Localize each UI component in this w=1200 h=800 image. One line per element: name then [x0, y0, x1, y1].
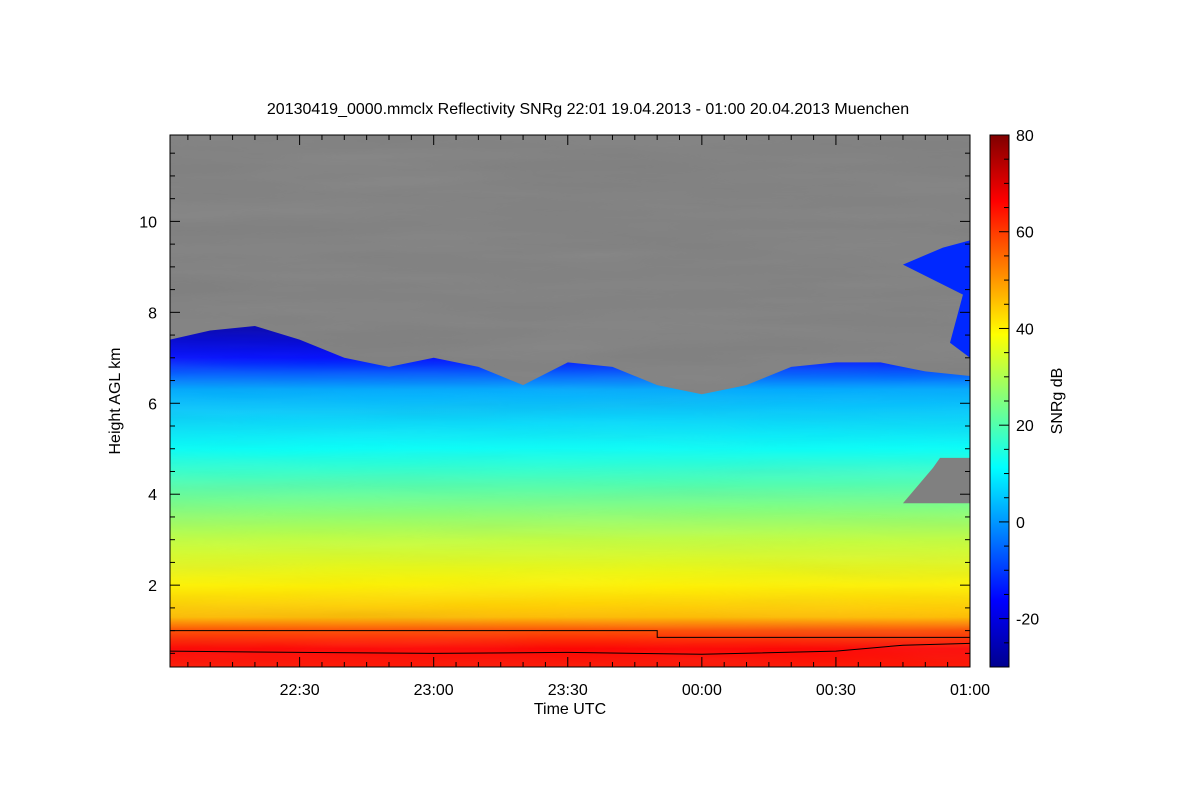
overlay-line-noisy: [170, 642, 970, 655]
overlay-line-step: [170, 630, 970, 638]
x-tick-label: 00:30: [816, 682, 856, 699]
x-tick-label: 22:30: [280, 682, 320, 699]
cb-tick-label: 0: [1016, 515, 1025, 532]
x-tick-label: 23:00: [414, 682, 454, 699]
cb-tick-label: 20: [1016, 418, 1034, 435]
overlay-lines: [170, 630, 970, 655]
cb-tick-label: 60: [1016, 225, 1034, 242]
y-tick-label: 8: [148, 305, 157, 322]
colorbar-label: SNRg dB: [1049, 368, 1066, 435]
y-axis: 2 4 6 8 10: [139, 152, 970, 654]
x-tick-label: 00:00: [682, 682, 722, 699]
y-tick-label: 4: [148, 487, 157, 504]
upper-cloud-patch: [902, 240, 970, 358]
colorbar-axis: -20 0 20 40 60 80: [999, 128, 1039, 668]
colorbar: -20 0 20 40 60 80 SNRg dB: [989, 128, 1066, 668]
gap-region: [902, 457, 970, 504]
y-axis-label: Height AGL km: [107, 347, 124, 454]
x-axis-label: Time UTC: [534, 701, 606, 718]
x-tick-label: 23:30: [548, 682, 588, 699]
streak-texture: [170, 135, 970, 667]
chart-title: 20130419_0000.mmclx Reflectivity SNRg 22…: [267, 101, 909, 118]
cb-tick-label: -20: [1016, 612, 1039, 629]
y-tick-label: 2: [148, 578, 157, 595]
cb-tick-label: 80: [1016, 128, 1034, 145]
plot-area: [170, 135, 970, 667]
plot-frame: [169, 134, 971, 668]
x-tick-label: 01:00: [950, 682, 990, 699]
cb-tick-label: 40: [1016, 321, 1034, 338]
y-tick-label: 6: [148, 396, 157, 413]
y-tick-label: 10: [139, 214, 157, 231]
x-axis: 22:30 23:00 23:30 00:00 00:30 01:00: [187, 135, 990, 699]
